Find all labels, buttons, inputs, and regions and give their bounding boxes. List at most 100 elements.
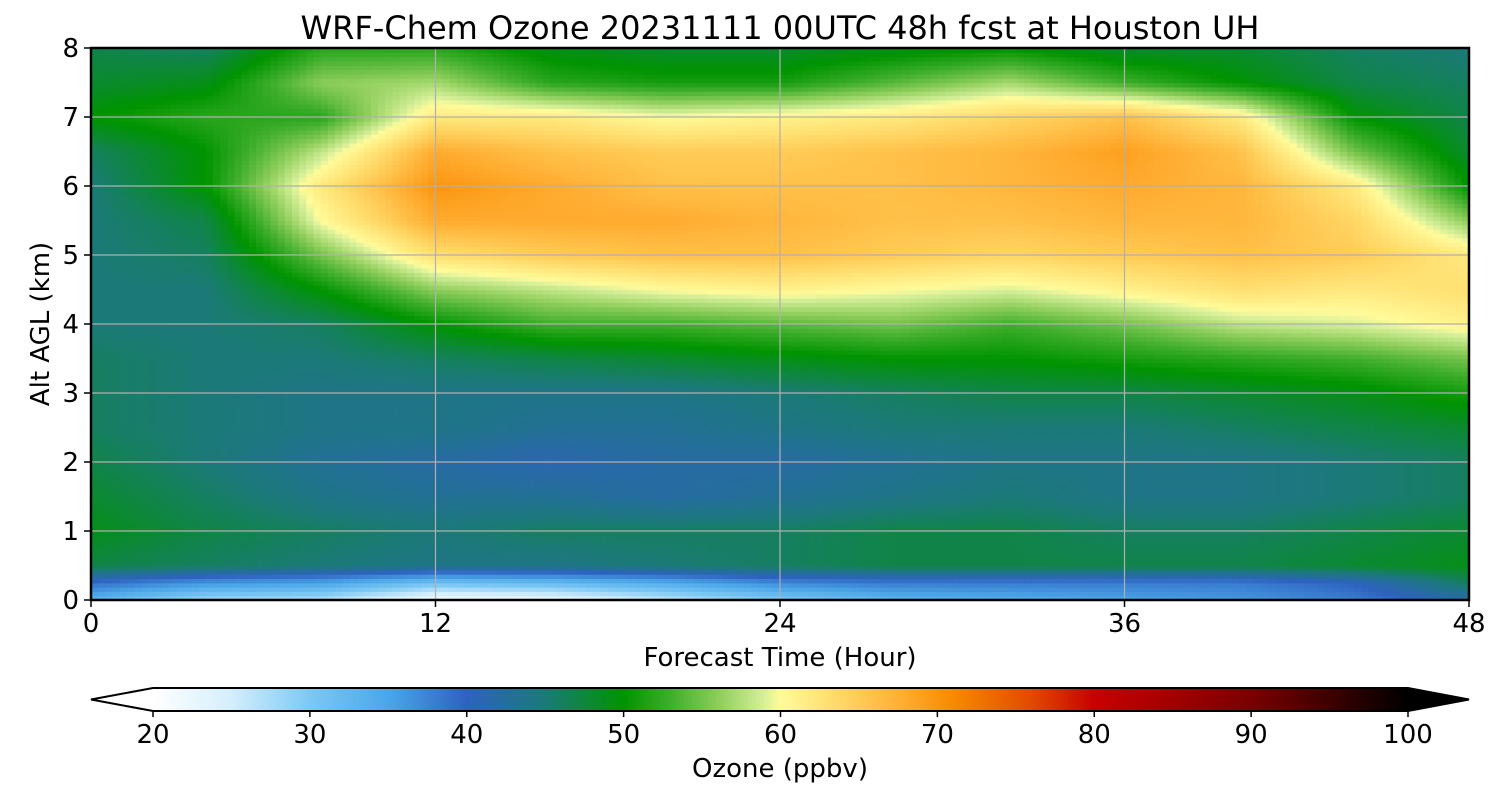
heatmap-cell: [1038, 561, 1047, 567]
heatmap-cell: [169, 561, 178, 567]
heatmap-cell: [988, 561, 996, 567]
heatmap-cell: [227, 561, 236, 567]
heatmap-cell: [349, 591, 358, 597]
heatmap-cell: [1181, 543, 1190, 549]
heatmap-cell: [263, 578, 272, 584]
heatmap-cell: [1390, 487, 1398, 493]
heatmap-cell: [1052, 574, 1061, 580]
heatmap-cell: [1232, 535, 1240, 541]
heatmap-cell: [220, 487, 228, 493]
heatmap-cell: [1339, 552, 1348, 558]
heatmap-cell: [413, 539, 422, 545]
heatmap-cell: [234, 487, 243, 493]
heatmap-cell: [1346, 591, 1355, 597]
heatmap-cell: [1224, 522, 1233, 528]
heatmap-cell: [291, 548, 300, 554]
heatmap-cell: [880, 543, 889, 549]
heatmap-cell: [722, 535, 731, 541]
heatmap-cell: [320, 535, 329, 541]
heatmap-cell: [1332, 561, 1341, 567]
heatmap-cell: [91, 561, 99, 567]
heatmap-cell: [1110, 522, 1118, 528]
heatmap-cell: [421, 591, 429, 597]
heatmap-cell: [1361, 487, 1370, 493]
heatmap-cell: [535, 595, 544, 600]
heatmap-cell: [550, 492, 559, 498]
heatmap-cell: [657, 518, 666, 523]
heatmap-cell: [1239, 513, 1248, 519]
heatmap-cell: [241, 582, 250, 588]
heatmap-cell: [1074, 548, 1083, 554]
heatmap-cell: [1339, 509, 1348, 515]
heatmap-cell: [535, 574, 544, 580]
heatmap-cell: [686, 574, 695, 580]
heatmap-cell: [112, 500, 121, 506]
heatmap-cell: [729, 500, 738, 506]
heatmap-cell: [1411, 574, 1420, 580]
heatmap-cell: [729, 539, 738, 545]
heatmap-cell: [1067, 509, 1075, 515]
heatmap-cell: [729, 574, 738, 580]
heatmap-cell: [923, 535, 932, 541]
heatmap-cell: [220, 556, 228, 562]
heatmap-cell: [1411, 552, 1420, 558]
heatmap-cell: [1074, 587, 1083, 592]
heatmap-cell: [363, 543, 372, 549]
heatmap-cell: [1059, 578, 1068, 584]
heatmap-cell: [112, 505, 121, 511]
heatmap-cell: [916, 535, 925, 541]
heatmap-cell: [220, 569, 228, 575]
heatmap-cell: [937, 565, 946, 571]
heatmap-cell: [945, 582, 953, 588]
heatmap-cell: [1009, 526, 1018, 532]
heatmap-cell: [1203, 556, 1212, 562]
heatmap-cell: [1260, 500, 1269, 506]
heatmap-cell: [1117, 505, 1126, 511]
heatmap-cell: [134, 591, 142, 597]
heatmap-cell: [564, 582, 573, 588]
heatmap-cell: [406, 578, 415, 584]
heatmap-cell: [177, 582, 185, 588]
heatmap-cell: [528, 513, 537, 519]
heatmap-cell: [1361, 561, 1370, 567]
heatmap-cell: [198, 565, 207, 571]
heatmap-cell: [1289, 582, 1298, 588]
heatmap-cell: [1246, 492, 1255, 498]
heatmap-cell: [1375, 565, 1384, 571]
heatmap-cell: [1117, 582, 1126, 588]
heatmap-cell: [471, 539, 480, 545]
heatmap-cell: [679, 535, 688, 541]
heatmap-cell: [155, 492, 164, 498]
heatmap-cell: [1325, 492, 1334, 498]
heatmap-cell: [378, 526, 386, 532]
heatmap-cell: [1246, 505, 1255, 511]
heatmap-cell: [1354, 591, 1362, 597]
heatmap-cell: [198, 578, 207, 584]
heatmap-cell: [1081, 591, 1090, 597]
heatmap-cell: [1088, 587, 1097, 592]
heatmap-cell: [1275, 518, 1283, 523]
heatmap-cell: [1361, 518, 1370, 523]
heatmap-cell: [1224, 492, 1233, 498]
heatmap-cell: [902, 492, 910, 498]
heatmap-cell: [1339, 505, 1348, 511]
heatmap-cell: [866, 487, 874, 493]
heatmap-cell: [435, 565, 444, 571]
heatmap-cell: [1167, 500, 1176, 506]
heatmap-cell: [1031, 535, 1039, 541]
heatmap-cell: [1002, 522, 1011, 528]
heatmap-cell: [299, 569, 307, 575]
heatmap-cell: [234, 535, 243, 541]
heatmap-cell: [1289, 531, 1298, 536]
heatmap-cell: [1332, 496, 1341, 502]
heatmap-cell: [1232, 487, 1240, 493]
heatmap-cell: [1425, 496, 1434, 502]
heatmap-cell: [1146, 509, 1154, 515]
heatmap-cell: [514, 569, 523, 575]
heatmap-cell: [643, 582, 652, 588]
heatmap-cell: [543, 505, 551, 511]
heatmap-cell: [830, 518, 839, 523]
heatmap-cell: [342, 500, 350, 506]
heatmap-cell: [708, 556, 717, 562]
heatmap-cell: [421, 574, 429, 580]
